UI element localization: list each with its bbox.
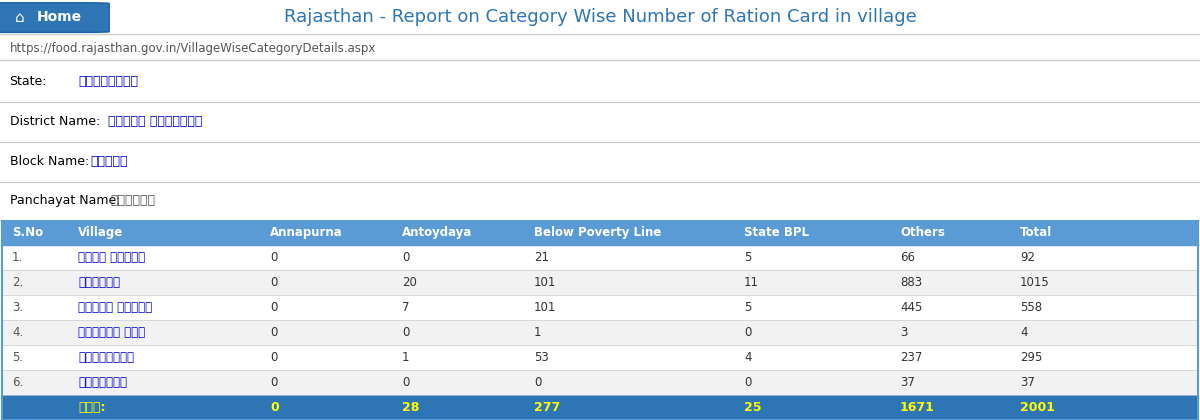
Text: 1015: 1015 — [1020, 276, 1050, 289]
Text: 4: 4 — [1020, 326, 1027, 339]
Text: 1.: 1. — [12, 251, 23, 264]
Text: https://food.rajasthan.gov.in/VillageWiseCategoryDetails.aspx: https://food.rajasthan.gov.in/VillageWis… — [10, 42, 376, 55]
Text: 3: 3 — [900, 326, 907, 339]
Text: Annapurna: Annapurna — [270, 226, 343, 239]
Text: 2001: 2001 — [1020, 401, 1055, 414]
Text: 7: 7 — [402, 301, 409, 314]
Text: 237: 237 — [900, 351, 923, 364]
Text: 3.: 3. — [12, 301, 23, 314]
Text: 883: 883 — [900, 276, 922, 289]
Text: 37: 37 — [1020, 376, 1034, 389]
Text: 0: 0 — [402, 251, 409, 264]
Text: रेसमाल कला: रेसमाल कला — [78, 326, 145, 339]
Text: 445: 445 — [900, 301, 923, 314]
Text: 92: 92 — [1020, 251, 1034, 264]
Text: 558: 558 — [1020, 301, 1042, 314]
Text: 21: 21 — [534, 251, 550, 264]
Text: Antoydaya: Antoydaya — [402, 226, 473, 239]
Text: 0: 0 — [744, 376, 751, 389]
Text: अजमेर ग्रामीण: अजमेर ग्रामीण — [108, 115, 203, 128]
Text: राजस्थान: राजस्थान — [78, 75, 138, 88]
Text: रूपनगर: रूपनगर — [110, 194, 155, 207]
Bar — [2, 295, 1198, 320]
Text: फतहगढ सल्ला: फतहगढ सल्ला — [78, 301, 152, 314]
Text: State BPL: State BPL — [744, 226, 809, 239]
Text: देवपुरा: देवपुरा — [78, 376, 127, 389]
Text: Home: Home — [37, 10, 83, 24]
Text: Others: Others — [900, 226, 944, 239]
Bar — [2, 395, 1198, 420]
Text: Below Poverty Line: Below Poverty Line — [534, 226, 661, 239]
FancyBboxPatch shape — [0, 3, 109, 32]
Bar — [2, 320, 1198, 345]
Text: 0: 0 — [270, 376, 277, 389]
Text: 0: 0 — [270, 401, 278, 414]
Bar — [2, 370, 1198, 395]
Text: Rajasthan - Report on Category Wise Number of Ration Card in village: Rajasthan - Report on Category Wise Numb… — [283, 8, 917, 26]
Text: State:: State: — [10, 75, 47, 88]
Text: जोहरखेडा: जोहरखेडा — [78, 351, 134, 364]
Text: 28: 28 — [402, 401, 419, 414]
Text: 0: 0 — [270, 301, 277, 314]
Text: 101: 101 — [534, 276, 557, 289]
Text: 0: 0 — [744, 326, 751, 339]
Text: Panchayat Name:: Panchayat Name: — [10, 194, 120, 207]
Text: 5.: 5. — [12, 351, 23, 364]
Text: 0: 0 — [402, 376, 409, 389]
Text: 277: 277 — [534, 401, 560, 414]
Text: कुल:: कुल: — [78, 401, 106, 414]
Text: 0: 0 — [270, 251, 277, 264]
Text: 0: 0 — [270, 326, 277, 339]
Text: 4: 4 — [744, 351, 751, 364]
Text: 1671: 1671 — [900, 401, 935, 414]
Text: 0: 0 — [270, 276, 277, 289]
Text: जवाजा: जवाजा — [90, 155, 127, 168]
Bar — [2, 245, 1198, 270]
Text: ⌂: ⌂ — [14, 10, 24, 25]
Text: चौडा निमडी: चौडा निमडी — [78, 251, 145, 264]
Text: 25: 25 — [744, 401, 762, 414]
Text: 101: 101 — [534, 301, 557, 314]
Text: 5: 5 — [744, 301, 751, 314]
Text: 1: 1 — [402, 351, 409, 364]
Text: 1: 1 — [534, 326, 541, 339]
Text: 53: 53 — [534, 351, 548, 364]
Text: 66: 66 — [900, 251, 916, 264]
Text: 11: 11 — [744, 276, 760, 289]
Text: Village: Village — [78, 226, 124, 239]
Text: 0: 0 — [402, 326, 409, 339]
Text: 20: 20 — [402, 276, 416, 289]
Text: 5: 5 — [744, 251, 751, 264]
Bar — [2, 345, 1198, 370]
Text: 37: 37 — [900, 376, 914, 389]
Text: Block Name:: Block Name: — [10, 155, 89, 168]
Text: 295: 295 — [1020, 351, 1043, 364]
Text: S.No: S.No — [12, 226, 43, 239]
Text: रूपनगर: रूपनगर — [78, 276, 120, 289]
Bar — [2, 270, 1198, 295]
Text: 6.: 6. — [12, 376, 23, 389]
Bar — [2, 220, 1198, 245]
Text: 4.: 4. — [12, 326, 23, 339]
Text: 2.: 2. — [12, 276, 23, 289]
Text: 0: 0 — [534, 376, 541, 389]
Text: District Name:: District Name: — [10, 115, 100, 128]
Text: Total: Total — [1020, 226, 1052, 239]
Text: 0: 0 — [270, 351, 277, 364]
